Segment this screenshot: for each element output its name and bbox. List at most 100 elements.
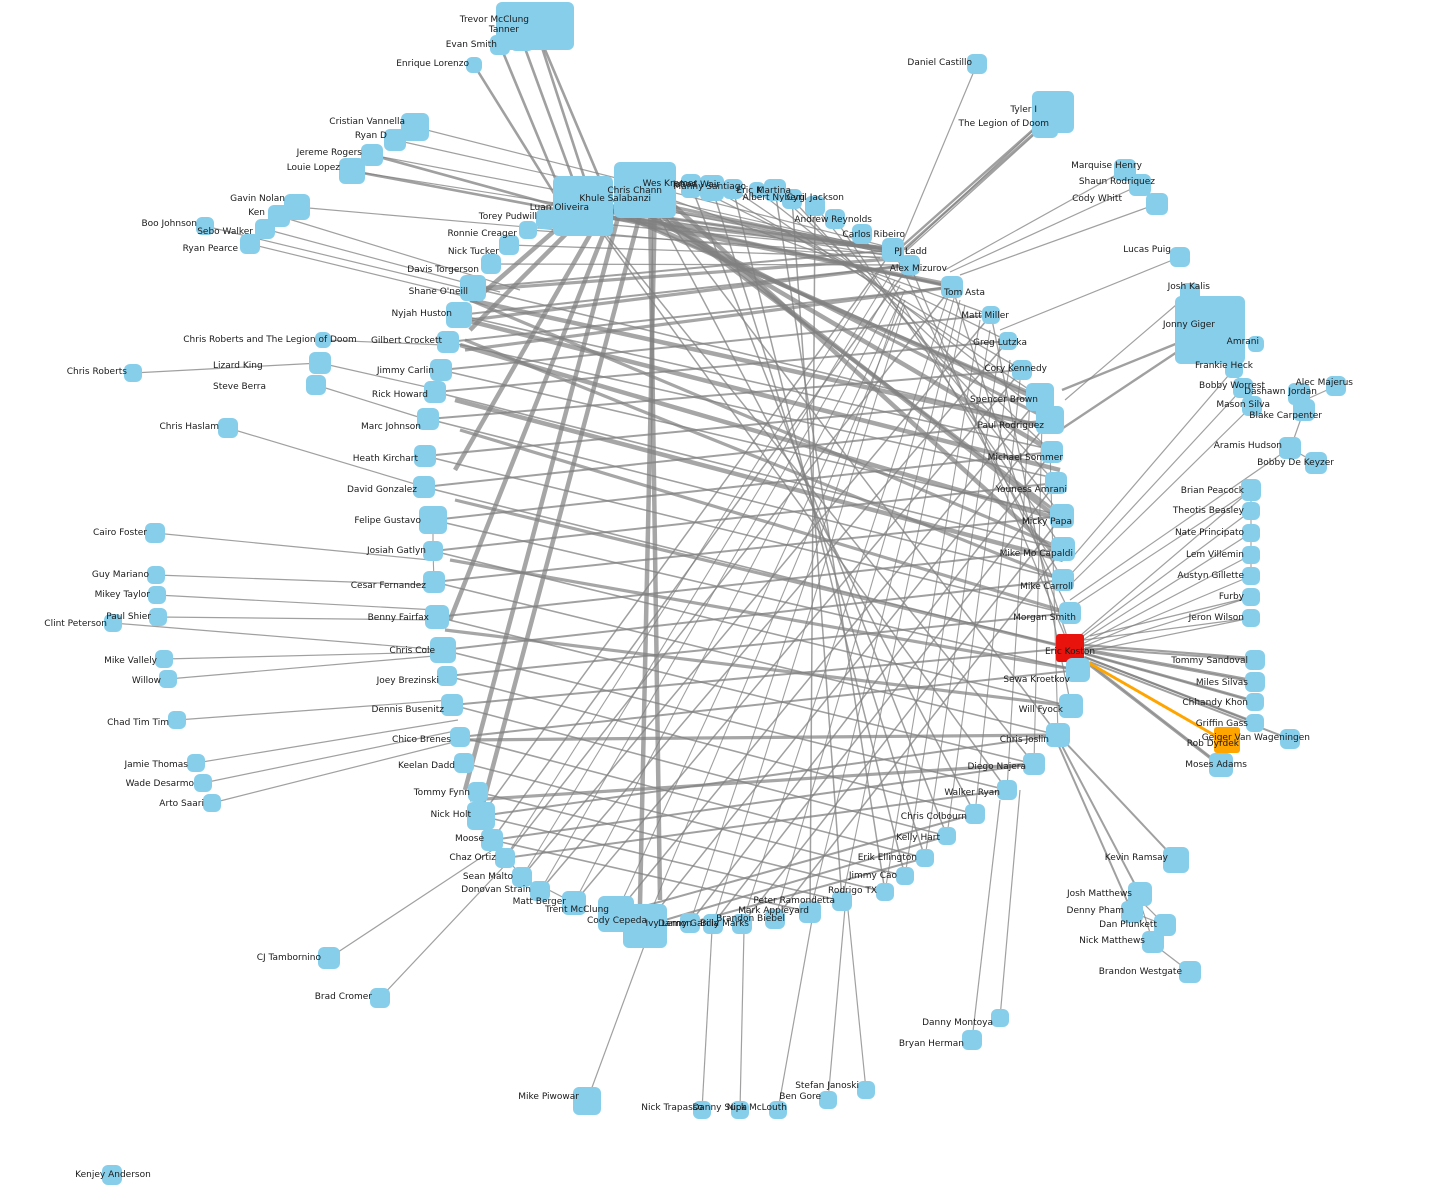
- graph-node[interactable]: [1046, 723, 1070, 747]
- graph-node[interactable]: [1214, 727, 1240, 753]
- graph-node[interactable]: [1246, 714, 1264, 732]
- graph-node[interactable]: [1059, 602, 1081, 624]
- graph-node[interactable]: [466, 57, 482, 73]
- graph-node[interactable]: [731, 1101, 749, 1119]
- graph-node[interactable]: [414, 445, 436, 467]
- graph-node[interactable]: [519, 221, 537, 239]
- graph-node[interactable]: [384, 129, 406, 151]
- graph-node[interactable]: [723, 179, 743, 199]
- graph-node[interactable]: [1121, 901, 1143, 923]
- graph-node[interactable]: [805, 196, 825, 216]
- graph-node[interactable]: [1154, 914, 1176, 936]
- graph-node[interactable]: [938, 827, 956, 845]
- graph-node[interactable]: [1050, 504, 1074, 528]
- graph-node[interactable]: [1163, 847, 1189, 873]
- graph-node[interactable]: [562, 891, 586, 915]
- graph-node[interactable]: [620, 177, 660, 215]
- graph-node[interactable]: [965, 804, 985, 824]
- graph-node[interactable]: [104, 614, 122, 632]
- graph-node[interactable]: [450, 727, 470, 747]
- graph-node[interactable]: [1209, 753, 1233, 777]
- graph-node[interactable]: [1179, 961, 1201, 983]
- graph-node[interactable]: [510, 29, 534, 51]
- graph-node[interactable]: [460, 275, 486, 301]
- graph-node[interactable]: [997, 780, 1017, 800]
- graph-node[interactable]: [430, 359, 452, 381]
- graph-node[interactable]: [1059, 694, 1083, 718]
- graph-node[interactable]: [962, 1030, 982, 1050]
- graph-node[interactable]: [732, 914, 752, 934]
- graph-node[interactable]: [468, 782, 488, 802]
- graph-node[interactable]: [437, 666, 457, 686]
- graph-node[interactable]: [1045, 472, 1067, 494]
- graph-node[interactable]: [1225, 360, 1243, 378]
- graph-node[interactable]: [764, 179, 786, 201]
- graph-node[interactable]: [1175, 296, 1245, 364]
- graph-node[interactable]: [124, 364, 142, 382]
- graph-node[interactable]: [769, 1101, 787, 1119]
- graph-node[interactable]: [1279, 437, 1301, 459]
- graph-node[interactable]: [1023, 753, 1045, 775]
- graph-node[interactable]: [168, 711, 186, 729]
- graph-node[interactable]: [1280, 729, 1300, 749]
- graph-node[interactable]: [318, 947, 340, 969]
- graph-node[interactable]: [1293, 399, 1315, 421]
- graph-node[interactable]: [681, 174, 701, 198]
- graph-node[interactable]: [1305, 452, 1327, 474]
- graph-node[interactable]: [573, 1087, 601, 1115]
- graph-node[interactable]: [700, 175, 724, 201]
- graph-node[interactable]: [309, 352, 331, 374]
- graph-node[interactable]: [148, 586, 166, 604]
- graph-node[interactable]: [1245, 672, 1265, 692]
- graph-node[interactable]: [194, 774, 212, 792]
- graph-node[interactable]: [430, 637, 456, 663]
- graph-node[interactable]: [703, 914, 723, 934]
- graph-node[interactable]: [255, 219, 275, 239]
- graph-node[interactable]: [1056, 634, 1084, 662]
- graph-node[interactable]: [149, 608, 167, 626]
- graph-node[interactable]: [765, 909, 785, 929]
- graph-node[interactable]: [339, 158, 365, 184]
- graph-node[interactable]: [916, 849, 934, 867]
- graph-node[interactable]: [876, 883, 894, 901]
- graph-node[interactable]: [187, 754, 205, 772]
- graph-node[interactable]: [680, 913, 700, 933]
- graph-node[interactable]: [941, 276, 963, 298]
- graph-node[interactable]: [1041, 441, 1063, 463]
- graph-node[interactable]: [481, 254, 501, 274]
- graph-node[interactable]: [1026, 383, 1054, 411]
- graph-node[interactable]: [413, 476, 435, 498]
- graph-node[interactable]: [1245, 650, 1265, 670]
- graph-node[interactable]: [1146, 193, 1168, 215]
- graph-node[interactable]: [437, 331, 459, 353]
- graph-node[interactable]: [536, 209, 556, 229]
- graph-node[interactable]: [1066, 658, 1090, 682]
- graph-node[interactable]: [825, 209, 845, 229]
- graph-node[interactable]: [832, 891, 852, 911]
- graph-node[interactable]: [425, 605, 449, 629]
- graph-node[interactable]: [1032, 112, 1058, 138]
- graph-node[interactable]: [417, 408, 439, 430]
- graph-node[interactable]: [782, 189, 802, 209]
- graph-node[interactable]: [1242, 609, 1260, 627]
- graph-node[interactable]: [495, 848, 515, 868]
- graph-node[interactable]: [218, 418, 238, 438]
- graph-node[interactable]: [423, 571, 445, 593]
- graph-node[interactable]: [1241, 479, 1261, 501]
- graph-node[interactable]: [490, 35, 510, 55]
- graph-node[interactable]: [623, 904, 667, 948]
- graph-node[interactable]: [441, 694, 463, 716]
- graph-node[interactable]: [967, 54, 987, 74]
- graph-node[interactable]: [1170, 247, 1190, 267]
- graph-node[interactable]: [1242, 588, 1260, 606]
- graph-node[interactable]: [553, 176, 613, 236]
- graph-node[interactable]: [145, 523, 165, 543]
- graph-node[interactable]: [481, 829, 503, 851]
- graph-node[interactable]: [203, 794, 221, 812]
- graph-node[interactable]: [419, 506, 447, 534]
- graph-node[interactable]: [882, 238, 904, 262]
- graph-node[interactable]: [991, 1009, 1009, 1027]
- graph-node[interactable]: [1129, 174, 1151, 196]
- graph-node[interactable]: [799, 901, 821, 923]
- graph-node[interactable]: [999, 332, 1017, 350]
